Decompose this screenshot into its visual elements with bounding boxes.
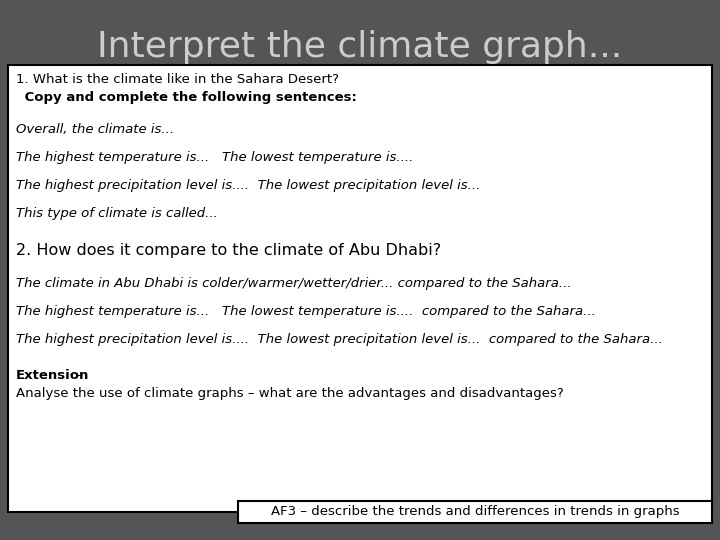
Text: Extension: Extension: [16, 369, 89, 382]
Text: 2. How does it compare to the climate of Abu Dhabi?: 2. How does it compare to the climate of…: [16, 243, 441, 258]
Text: Analyse the use of climate graphs – what are the advantages and disadvantages?: Analyse the use of climate graphs – what…: [16, 387, 564, 400]
Text: The highest precipitation level is....  The lowest precipitation level is...  co: The highest precipitation level is.... T…: [16, 333, 663, 346]
Text: Overall, the climate is...: Overall, the climate is...: [16, 123, 174, 136]
Text: The highest temperature is...   The lowest temperature is....  compared to the S: The highest temperature is... The lowest…: [16, 305, 596, 318]
Text: 1. What is the climate like in the Sahara Desert?: 1. What is the climate like in the Sahar…: [16, 73, 339, 86]
Text: The climate in Abu Dhabi is colder/warmer/wetter/drier... compared to the Sahara: The climate in Abu Dhabi is colder/warme…: [16, 277, 572, 290]
Text: This type of climate is called...: This type of climate is called...: [16, 207, 218, 220]
Text: The highest precipitation level is....  The lowest precipitation level is...: The highest precipitation level is.... T…: [16, 179, 480, 192]
FancyBboxPatch shape: [238, 501, 712, 523]
Text: Interpret the climate graph...: Interpret the climate graph...: [97, 30, 623, 64]
FancyBboxPatch shape: [8, 65, 712, 512]
Text: The highest temperature is...   The lowest temperature is....: The highest temperature is... The lowest…: [16, 151, 413, 164]
Text: AF3 – describe the trends and differences in trends in graphs: AF3 – describe the trends and difference…: [271, 505, 679, 518]
Text: Copy and complete the following sentences:: Copy and complete the following sentence…: [20, 91, 357, 104]
Text: –: –: [72, 369, 83, 382]
